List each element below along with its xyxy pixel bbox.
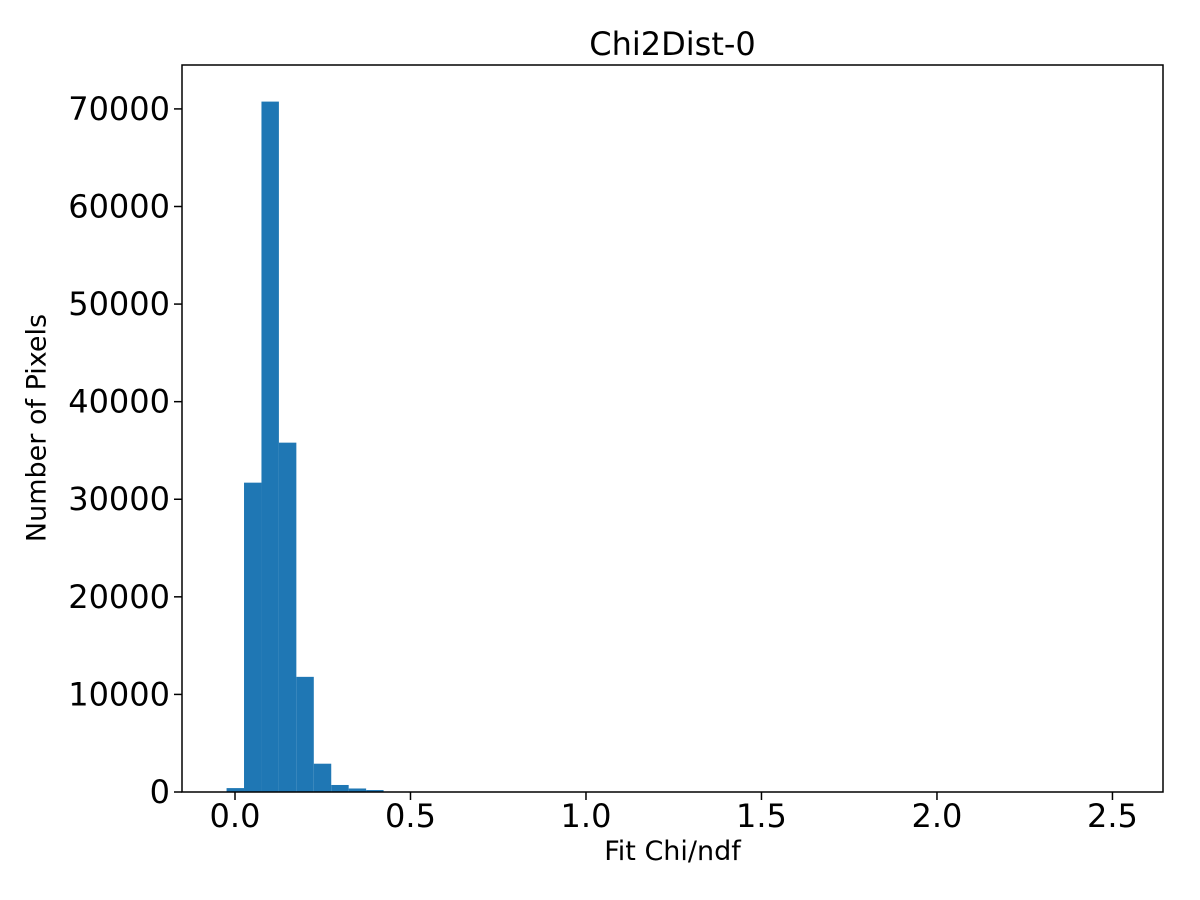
histogram-bar xyxy=(226,788,245,792)
y-tick-label: 20000 xyxy=(68,578,170,616)
x-tick-label: 2.0 xyxy=(912,797,963,835)
chart-title: Chi2Dist-0 xyxy=(589,25,756,63)
histogram-bar xyxy=(296,676,314,792)
y-tick-label: 30000 xyxy=(68,480,170,518)
x-tick-label: 0.5 xyxy=(385,797,436,835)
histogram-bar xyxy=(278,442,297,792)
y-tick-label: 0 xyxy=(150,773,170,811)
x-tick-label: 1.5 xyxy=(736,797,787,835)
y-tick-label: 10000 xyxy=(68,675,170,713)
x-axis-label: Fit Chi/ndf xyxy=(604,836,741,867)
x-tick-label: 2.5 xyxy=(1087,797,1138,835)
y-tick-label: 50000 xyxy=(68,285,170,323)
plot-border xyxy=(181,64,1164,793)
histogram-bar xyxy=(331,784,349,792)
histogram-bar xyxy=(244,482,262,792)
y-tick-label: 70000 xyxy=(68,90,170,128)
histogram-bar xyxy=(313,763,332,792)
y-tick-label: 60000 xyxy=(68,187,170,225)
histogram-bar xyxy=(348,788,367,792)
x-tick-label: 0.0 xyxy=(210,797,261,835)
y-tick-label: 40000 xyxy=(68,383,170,421)
x-tick-label: 1.0 xyxy=(561,797,612,835)
histogram-bar xyxy=(261,101,279,793)
histogram-bar xyxy=(366,790,384,792)
